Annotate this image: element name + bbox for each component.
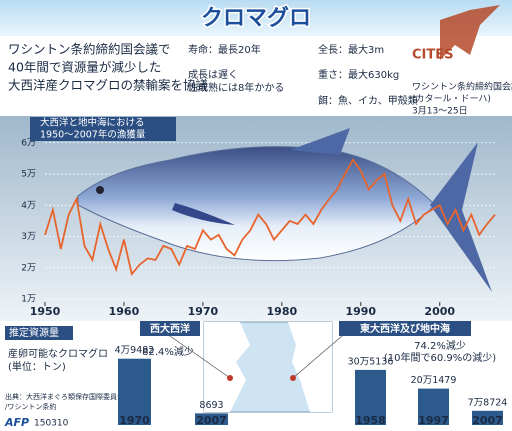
- stock-heading-box: [5, 326, 73, 340]
- bar: [118, 358, 151, 425]
- bar: [418, 388, 449, 425]
- category-label: 1958: [355, 414, 386, 427]
- value-label: 4万9482: [115, 345, 155, 356]
- y-tick-label: 4万: [21, 201, 36, 211]
- x-tick-label: 1980: [267, 305, 298, 318]
- logo-text: (カタール・ドーハ): [412, 94, 491, 105]
- chart-title: 大西洋と地中海における: [40, 117, 145, 129]
- source: /ワシントン条約: [5, 402, 56, 411]
- map-land: [204, 322, 250, 412]
- logo-mark: CITES: [412, 48, 454, 63]
- info: 性成熟には8年かかる: [188, 81, 284, 94]
- map-dot: [290, 375, 296, 381]
- agency: AFP: [4, 416, 29, 429]
- annotation: (10年間で60.9%の減少): [384, 351, 496, 364]
- x-tick-label: 1960: [109, 305, 140, 318]
- bar-chart-title-box: [339, 321, 471, 336]
- info: 全長：最大3m: [318, 43, 384, 56]
- category-label: 1997: [418, 414, 449, 427]
- value-label: 20万1479: [411, 375, 457, 386]
- logo-text: 3月13～25日: [412, 106, 468, 117]
- header-band: [0, 0, 512, 36]
- map-pointer: [292, 335, 343, 379]
- map-dot: [227, 375, 233, 381]
- logo-bird: [440, 5, 500, 60]
- value-label: 8693: [199, 400, 223, 411]
- stock-text: 産卵可能なクロマグロ: [8, 347, 108, 360]
- fish-eye: [96, 186, 104, 194]
- fish-pectoral: [172, 203, 235, 225]
- line-layer: [44, 158, 496, 276]
- annotation: 82.4%減少: [142, 345, 194, 358]
- stock-text: (単位：トン): [8, 360, 66, 373]
- chart-title: 1950～2007年の漁獲量: [40, 129, 146, 141]
- lead-line: ワシントン条約締約国会議で: [8, 42, 171, 57]
- bar-chart-title: 東大西洋及び地中海: [360, 322, 450, 335]
- lead-line: 大西洋産クロマグロの禁輸案を協議: [8, 78, 209, 93]
- fish-tail: [430, 142, 492, 292]
- code: 150310: [34, 419, 69, 429]
- bar: [355, 369, 386, 425]
- info: 寿命：最長20年: [188, 43, 261, 56]
- value-label: 30万5136: [348, 356, 394, 367]
- value-label: 7万8724: [468, 397, 508, 408]
- lead-line: 40年間で資源量が減少した: [8, 60, 161, 75]
- source: 出典：大西洋まぐろ類保存国際委員会: [5, 392, 124, 401]
- fish-fin: [290, 128, 350, 155]
- lead: ワシントン条約締約国会議で 40年間で資源量が減少した 大西洋産クロマグロの禁輸…: [8, 42, 209, 93]
- bar-chart-title-box: [140, 321, 200, 336]
- info: 成長は遅く: [188, 69, 238, 81]
- category-label: 2007: [196, 414, 227, 427]
- y-tick-label: 1万: [21, 295, 36, 305]
- category-label: 2007: [472, 414, 503, 427]
- logo-text: ワシントン条約締約国会議: [412, 81, 512, 93]
- bar-chart-title: 西大西洋: [150, 322, 190, 335]
- map-pointer: [169, 335, 231, 379]
- category-label: 1970: [119, 414, 150, 427]
- x-tick-label: 1990: [345, 305, 376, 318]
- info: 重さ：最大630kg: [318, 68, 399, 81]
- y-tick-label: 3万: [21, 232, 36, 242]
- x-tick-label: 2000: [424, 305, 455, 318]
- annotation: 74.2%減少: [414, 339, 466, 352]
- catch-line: [44, 158, 496, 276]
- x-tick-label: 1970: [188, 305, 219, 318]
- y-tick-label: 6万: [21, 138, 36, 148]
- y-tick-label: 5万: [21, 170, 36, 180]
- x-tick-label: 1950: [30, 305, 61, 318]
- chart-title-box: [30, 117, 176, 141]
- title: クロマグロ: [201, 5, 311, 31]
- y-tick-label: 2万: [21, 263, 36, 273]
- bar: [472, 410, 503, 425]
- info: 餌：魚、イカ、甲殻類: [318, 94, 418, 107]
- stock-heading: 推定資源量: [9, 326, 59, 339]
- map-land: [288, 322, 332, 412]
- bar: [195, 413, 228, 425]
